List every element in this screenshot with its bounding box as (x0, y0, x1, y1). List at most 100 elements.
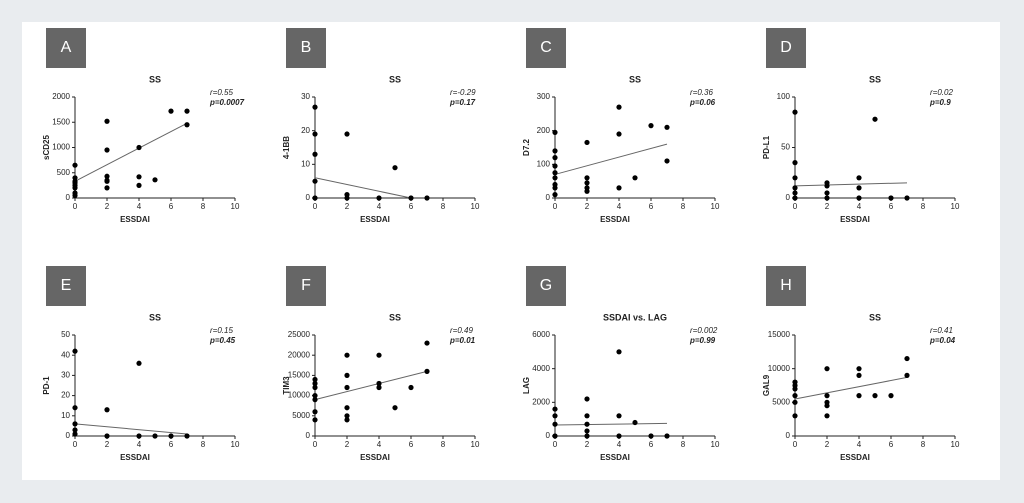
x-tick-label: 8 (921, 440, 926, 449)
point (424, 340, 430, 346)
point (792, 160, 798, 166)
point (376, 195, 382, 201)
panel-letter: B (301, 39, 312, 56)
y-axis-label: LAG (522, 377, 531, 394)
r-label: r=0.55 (210, 88, 233, 97)
point (376, 380, 382, 387)
x-tick-label: 6 (409, 440, 414, 449)
y-tick-label: 0 (306, 193, 311, 202)
point (312, 151, 318, 157)
x-tick-label: 2 (345, 202, 350, 211)
point (856, 366, 862, 372)
point (552, 175, 558, 181)
x-tick-label: 8 (441, 440, 446, 449)
point (616, 433, 622, 439)
point (136, 144, 142, 151)
panel-letter: H (780, 277, 792, 294)
panel-letter: G (540, 277, 552, 294)
point (312, 104, 318, 110)
point (376, 352, 382, 358)
y-tick-label: 20 (61, 391, 70, 400)
x-tick-label: 10 (711, 202, 720, 211)
chart-title: SS (629, 74, 641, 84)
point (792, 413, 798, 419)
p-label: p=0.04 (929, 336, 956, 345)
fit-line (794, 376, 908, 400)
point (552, 148, 558, 154)
point (664, 158, 670, 164)
point (184, 122, 190, 128)
point (184, 433, 190, 439)
y-axis-label: D7.2 (522, 139, 531, 156)
chart-title: SS (869, 312, 881, 322)
y-tick-label: 15000 (768, 330, 791, 339)
x-tick-label: 6 (649, 202, 654, 211)
x-tick-label: 10 (711, 440, 720, 449)
panel-box (46, 266, 86, 306)
y-axis-label: 4-1BB (282, 136, 291, 159)
point (824, 413, 830, 419)
p-label: p=0.45 (209, 336, 236, 345)
point (584, 139, 590, 146)
point (72, 162, 78, 168)
point (792, 175, 798, 181)
point (584, 188, 590, 194)
point (552, 185, 558, 191)
point (792, 185, 798, 191)
y-tick-label: 0 (786, 193, 791, 202)
point (616, 185, 622, 191)
y-tick-label: 0 (66, 193, 71, 202)
point (904, 195, 910, 201)
fit-line (314, 177, 412, 199)
x-tick-label: 6 (889, 440, 894, 449)
point (136, 182, 142, 188)
point (136, 360, 142, 366)
point (312, 397, 318, 403)
point (312, 195, 318, 201)
y-tick-label: 15000 (288, 371, 311, 380)
y-tick-label: 10000 (768, 364, 791, 373)
x-tick-label: 6 (889, 202, 894, 211)
point (824, 183, 830, 189)
y-tick-label: 1000 (52, 143, 70, 152)
x-tick-label: 10 (231, 202, 240, 211)
point (184, 108, 190, 114)
r-label: r=0.41 (930, 326, 953, 335)
point (72, 348, 78, 354)
x-tick-label: 0 (793, 440, 798, 449)
point (392, 165, 398, 171)
point (376, 384, 382, 391)
fit-line (74, 122, 188, 182)
point (584, 180, 590, 186)
x-tick-label: 6 (649, 440, 654, 449)
x-axis-label: ESSDAI (360, 453, 390, 462)
point (136, 174, 142, 180)
point (72, 427, 78, 433)
y-tick-label: 1500 (52, 117, 70, 126)
point (872, 393, 878, 399)
point (168, 108, 174, 114)
x-axis-label: ESSDAI (600, 215, 630, 224)
panel-box (526, 266, 566, 306)
y-tick-label: 50 (61, 330, 70, 339)
point (104, 173, 110, 179)
y-tick-label: 10 (61, 411, 70, 420)
p-label: p=0.06 (689, 98, 716, 107)
point (584, 413, 590, 419)
x-tick-label: 6 (409, 202, 414, 211)
fit-line (314, 370, 428, 401)
y-tick-label: 200 (537, 126, 551, 135)
y-tick-label: 30 (61, 371, 70, 380)
point (552, 155, 558, 161)
y-axis-label: GAL9 (762, 374, 771, 396)
point (424, 368, 430, 374)
point (344, 131, 350, 137)
y-axis-label: sCD25 (42, 135, 51, 160)
point (312, 417, 318, 423)
point (792, 109, 798, 115)
point (584, 396, 590, 402)
point (792, 386, 798, 392)
panel-letter: A (61, 39, 72, 56)
x-tick-label: 10 (231, 440, 240, 449)
